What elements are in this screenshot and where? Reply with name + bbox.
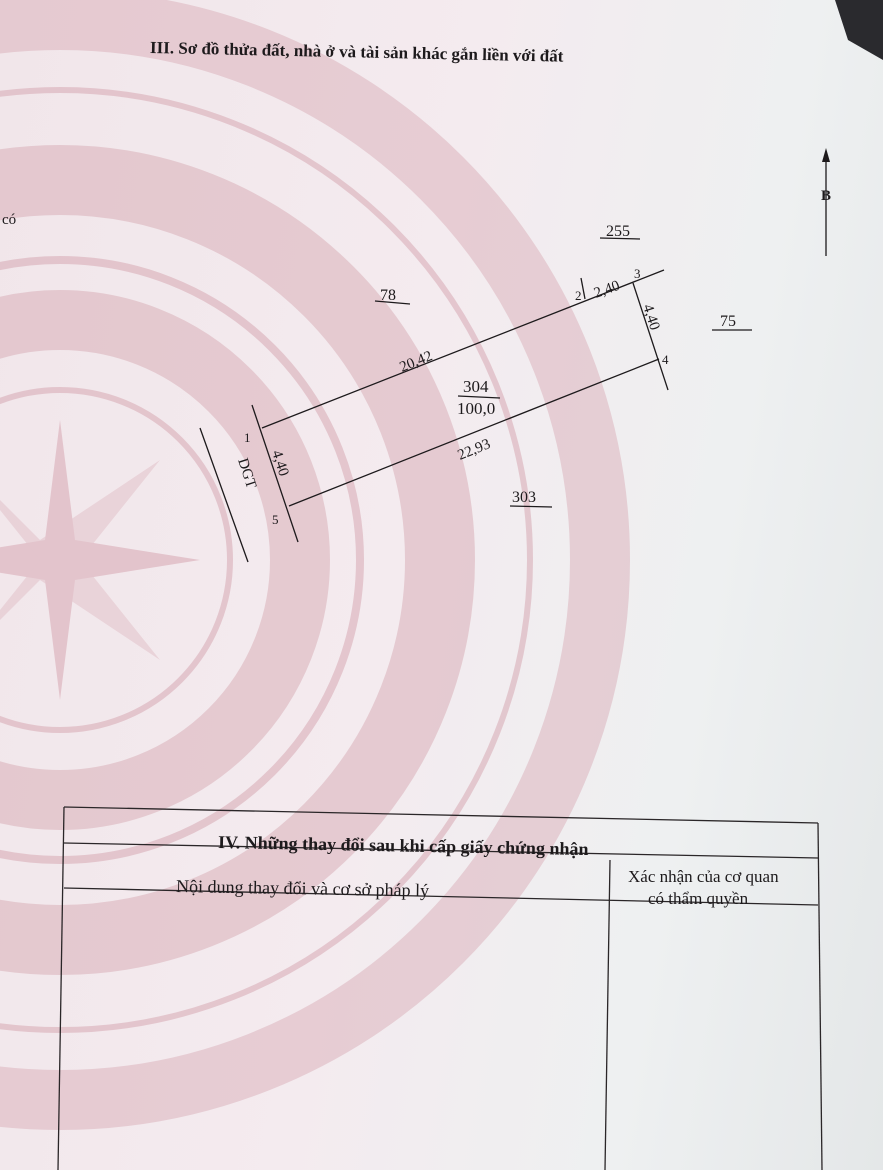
parcel-diagram: B 78 255 75 303 304 100,0 20,42 2,40 4,4…	[199, 148, 831, 563]
parcel-number: 304	[463, 377, 489, 396]
boundary-1-5	[251, 404, 299, 543]
edge-5-1-length: 4,40	[268, 448, 291, 478]
margin-text-fragment: có	[2, 212, 17, 228]
vertex-2: 2	[575, 288, 582, 303]
boundary-1-3	[261, 269, 665, 429]
section-4-title: IV. Những thay đổi sau khi cấp giấy chứn…	[218, 832, 589, 859]
parcel-area: 100,0	[457, 399, 495, 418]
neighbor-255: 255	[606, 223, 630, 240]
north-label: B	[821, 188, 831, 204]
column-header-confirmation-line2: có thẩm quyền	[648, 889, 749, 908]
north-arrow-icon	[822, 148, 830, 162]
star-motif-icon	[0, 420, 200, 700]
road-edge	[199, 427, 249, 563]
neighbor-303: 303	[512, 489, 536, 506]
vertex-4: 4	[662, 352, 669, 367]
vertex-3: 3	[634, 266, 641, 281]
vertex-2-tick	[580, 277, 586, 300]
column-header-confirmation-line1: Xác nhận của cơ quan	[628, 867, 779, 886]
neighbor-75: 75	[720, 313, 736, 330]
neighbor-78: 78	[380, 287, 396, 304]
boundary-5-4	[288, 358, 660, 507]
boundary-3-4	[632, 282, 669, 391]
vertex-5: 5	[272, 512, 279, 527]
edge-3-4-length: 4,40	[639, 302, 662, 332]
column-header-content: Nội dung thay đổi và cơ sở pháp lý	[176, 876, 429, 900]
vertex-1: 1	[244, 430, 251, 445]
